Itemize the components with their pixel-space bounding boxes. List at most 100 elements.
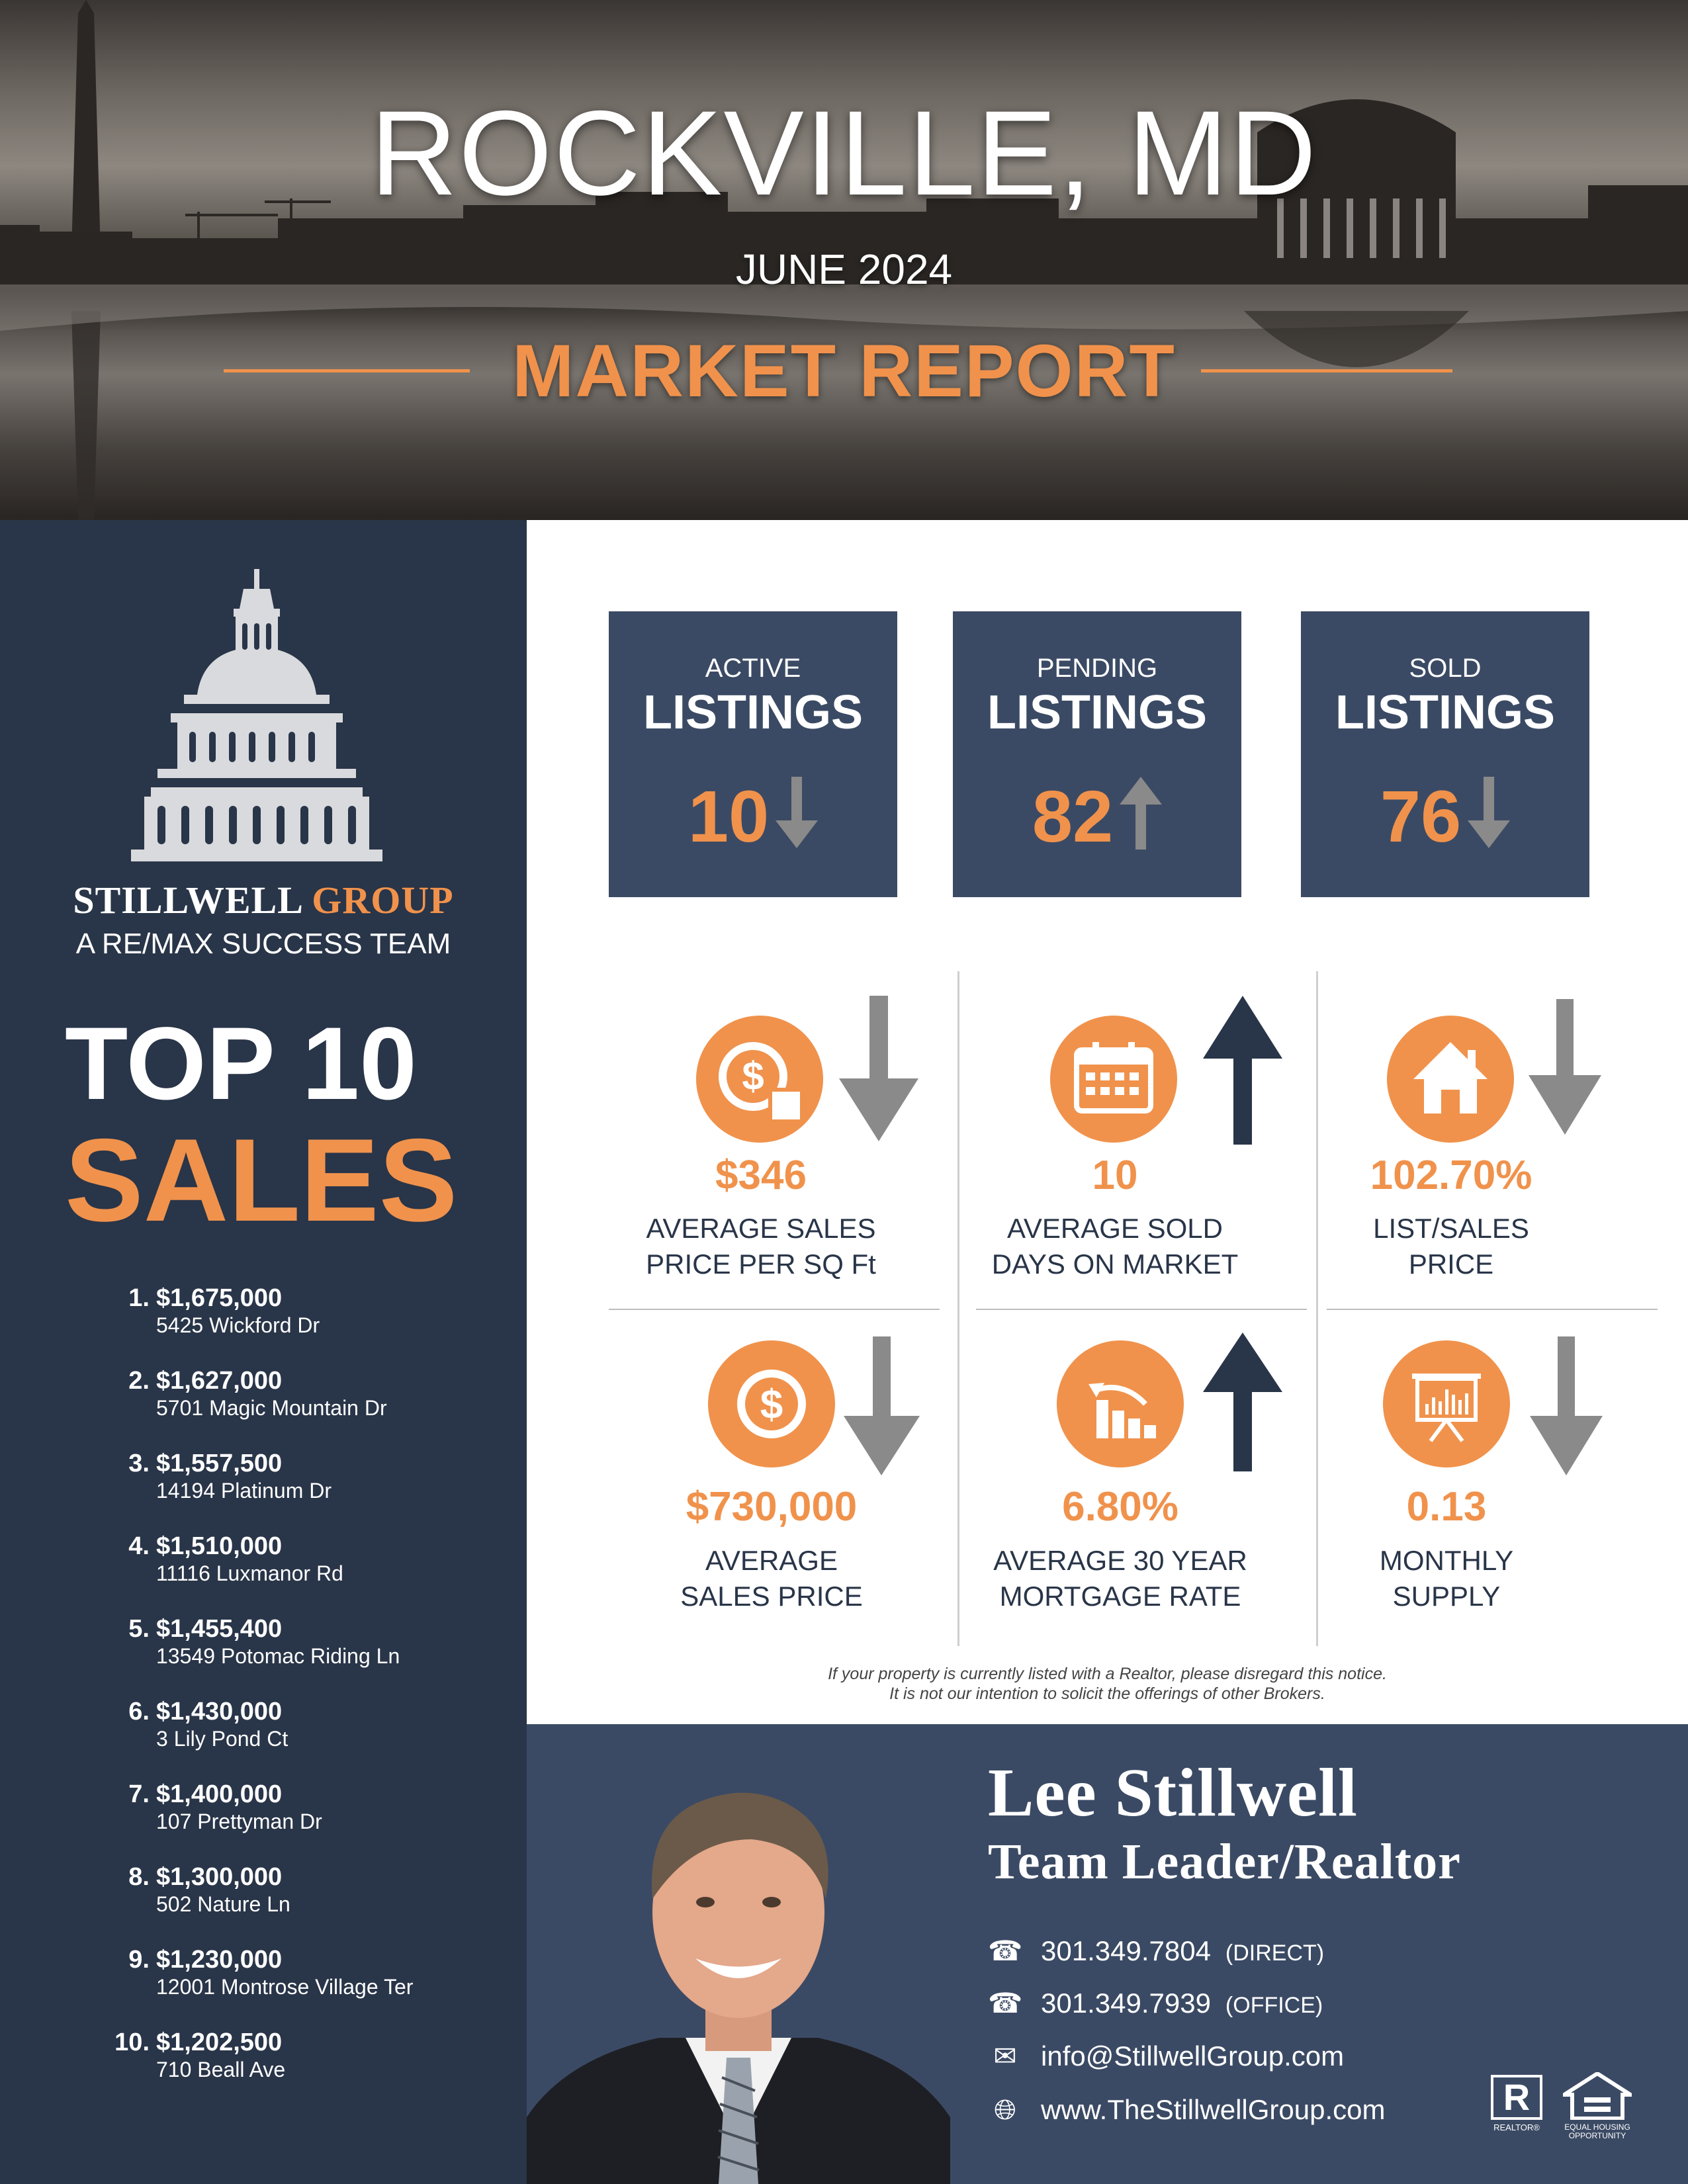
sale-address: 5701 Magic Mountain Dr xyxy=(156,1396,387,1420)
card-value: 82 xyxy=(1032,776,1114,857)
disclaimer-line2: It is not our intention to solicit the o… xyxy=(889,1684,1325,1703)
capitol-dome-icon xyxy=(131,569,382,861)
sale-address: 3 Lily Pond Ct xyxy=(156,1727,289,1751)
brand-name-part1: STILLWELL xyxy=(73,879,302,922)
sale-address: 5425 Wickford Dr xyxy=(156,1313,320,1337)
email-link[interactable]: ✉ info@StillwellGroup.com xyxy=(988,2042,1344,2070)
sale-rank: 9. xyxy=(128,1946,150,1974)
metric-label-line1: LIST/SALES xyxy=(1373,1213,1529,1244)
pending-listings-card: PENDING LISTINGS 82 xyxy=(953,611,1241,897)
metric-label-line2: DAYS ON MARKET xyxy=(991,1248,1239,1280)
card-label-small: SOLD xyxy=(1409,654,1482,683)
metric-label-line1: MONTHLY xyxy=(1379,1545,1514,1576)
metrics-divider-2 xyxy=(1316,971,1318,1646)
brand-tagline: A RE/MAX SUCCESS TEAM xyxy=(75,928,451,960)
top-sales-title-line1: TOP 10 xyxy=(65,1006,417,1121)
sale-price: $1,627,000 xyxy=(156,1367,283,1395)
metrics-row-divider xyxy=(976,1309,1307,1310)
realtor-badge: R REALTOR® xyxy=(1488,2075,1546,2132)
card-value-row: 10 xyxy=(609,777,897,853)
svg-text:$: $ xyxy=(760,1382,783,1428)
brand-name: STILLWELL GROUP xyxy=(0,881,527,920)
sale-address: 710 Beall Ave xyxy=(156,2058,286,2081)
header-banner: ROCKVILLE, MD JUNE 2024 MARKET REPORT xyxy=(0,0,1688,520)
metric-value: $346 xyxy=(715,1153,807,1198)
metric-label: MONTHLY SUPPLY xyxy=(1274,1543,1619,1614)
envelope-icon: ✉ xyxy=(993,2040,1017,2072)
phone-office-tag: (OFFICE) xyxy=(1225,1993,1323,2018)
card-label-big: LISTINGS xyxy=(987,686,1207,739)
eho-line2: OPPORTUNITY xyxy=(1568,2131,1626,2141)
phone-icon: ☎ xyxy=(988,1935,1023,1966)
phone-direct-number: 301.349.7804 xyxy=(1041,1935,1211,1966)
metric-label: AVERAGE SALES PRICE xyxy=(600,1543,944,1614)
sale-rank: 8. xyxy=(128,1863,150,1891)
eho-text: EQUAL HOUSING OPPORTUNITY xyxy=(1558,2122,1637,2141)
metric-label-line1: AVERAGE SOLD xyxy=(1007,1213,1223,1244)
sale-price: $1,430,000 xyxy=(156,1698,283,1725)
sale-rank: 5. xyxy=(128,1615,150,1643)
metric-label: AVERAGE SOLD DAYS ON MARKET xyxy=(943,1211,1287,1282)
realtor-label: REALTOR® xyxy=(1493,2122,1540,2132)
metric-value: 10 xyxy=(1092,1153,1138,1198)
top-sales-title-line2: SALES xyxy=(65,1114,458,1246)
metric-label: AVERAGE 30 YEAR MORTGAGE RATE xyxy=(948,1543,1292,1614)
house-icon xyxy=(1387,1016,1514,1143)
arrow-down-icon xyxy=(1530,1336,1603,1475)
card-value-row: 76 xyxy=(1301,777,1589,853)
sale-address: 107 Prettyman Dr xyxy=(156,1810,322,1833)
metrics-row-divider xyxy=(609,1309,940,1310)
card-value: 76 xyxy=(1380,776,1462,857)
sale-price: $1,400,000 xyxy=(156,1780,283,1808)
metrics-row-divider xyxy=(1327,1309,1658,1310)
equal-housing-badge: EQUAL HOUSING OPPORTUNITY xyxy=(1557,2071,1638,2141)
card-value: 10 xyxy=(688,776,770,857)
card-label-small: ACTIVE xyxy=(705,654,801,683)
calendar-icon xyxy=(1050,1016,1177,1143)
arrow-down-icon xyxy=(1529,999,1601,1135)
arrow-down-icon xyxy=(839,996,918,1141)
city-title: ROCKVILLE, MD xyxy=(370,85,1318,220)
sale-price: $1,510,000 xyxy=(156,1532,283,1560)
sale-address: 11116 Luxmanor Rd xyxy=(156,1561,343,1585)
metric-label-line2: PRICE xyxy=(1408,1248,1494,1280)
sale-rank: 1. xyxy=(128,1284,150,1312)
monument-skyline-photo xyxy=(0,0,1688,520)
report-title: MARKET REPORT xyxy=(512,329,1176,412)
dollar-sign-square-icon: $ xyxy=(696,1016,823,1143)
metric-label-line2: PRICE PER SQ Ft xyxy=(646,1248,876,1280)
sale-price: $1,300,000 xyxy=(156,1863,283,1891)
phone-icon: ☎ xyxy=(988,1987,1023,2019)
metric-label-line1: AVERAGE SALES xyxy=(646,1213,876,1244)
arrow-up-icon xyxy=(1203,996,1282,1145)
metric-label: LIST/SALES PRICE xyxy=(1279,1211,1623,1282)
website-link[interactable]: 🌐︎ www.TheStillwellGroup.com xyxy=(988,2096,1385,2124)
sale-rank: 4. xyxy=(128,1532,150,1560)
agent-portrait-icon xyxy=(527,1792,950,2184)
metric-label-line1: AVERAGE xyxy=(705,1545,838,1576)
declining-bar-chart-icon xyxy=(1057,1340,1184,1467)
sale-price: $1,675,000 xyxy=(156,1284,283,1312)
metric-label-line2: SALES PRICE xyxy=(680,1581,863,1612)
arrow-up-icon xyxy=(1203,1332,1282,1471)
sale-price: $1,230,000 xyxy=(156,1946,283,1974)
realtor-logo-icon: R xyxy=(1491,2075,1542,2120)
phone-office[interactable]: ☎ 301.349.7939 (OFFICE) xyxy=(988,1989,1323,2017)
card-label-big: LISTINGS xyxy=(643,686,863,739)
arrow-down-icon xyxy=(776,777,819,848)
metrics-divider-1 xyxy=(957,971,959,1646)
report-date: JUNE 2024 xyxy=(735,245,953,293)
metric-label-line2: SUPPLY xyxy=(1392,1581,1501,1612)
card-value-row: 82 xyxy=(953,777,1241,853)
sale-price: $1,455,400 xyxy=(156,1615,283,1643)
phone-direct-tag: (DIRECT) xyxy=(1225,1941,1325,1966)
arrow-down-icon xyxy=(844,1336,920,1475)
sale-address: 13549 Potomac Riding Ln xyxy=(156,1644,400,1668)
phone-direct[interactable]: ☎ 301.349.7804 (DIRECT) xyxy=(988,1937,1324,1965)
sale-rank: 3. xyxy=(128,1450,150,1477)
svg-text:$: $ xyxy=(742,1054,764,1098)
metric-label: AVERAGE SALES PRICE PER SQ Ft xyxy=(589,1211,933,1282)
sale-price: $1,557,500 xyxy=(156,1450,283,1477)
email-text: info@StillwellGroup.com xyxy=(1041,2040,1345,2072)
card-label-big: LISTINGS xyxy=(1335,686,1555,739)
